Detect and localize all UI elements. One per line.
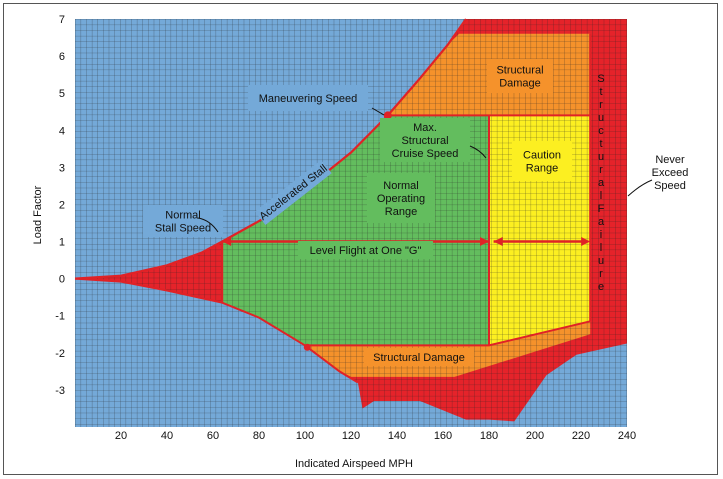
x-axis-title: Indicated Airspeed MPH (295, 458, 413, 470)
max-cruise-label-text: Structural (401, 135, 448, 147)
envelope-lines (74, 18, 592, 384)
stall-pointer (197, 217, 219, 233)
maneuvering-speed-label-text: Maneuvering Speed (259, 93, 357, 105)
max-cruise-label-text: Max. (413, 122, 437, 134)
max-cruise-label-box (380, 118, 470, 162)
structural-failure-letter: l (600, 190, 602, 202)
level-flight-label-text: Level Flight at One "G" (310, 245, 422, 257)
max-cruise-label-text: Cruise Speed (392, 148, 459, 160)
structural-failure-letter: S (597, 73, 604, 85)
structural-failure-letter: t (599, 86, 602, 98)
arrowhead-left (222, 237, 232, 247)
arrowhead-caution-left (493, 237, 503, 247)
x-tick-label: 20 (115, 430, 127, 442)
structural-failure-letter: u (598, 255, 604, 267)
structural-failure-letter: e (598, 281, 604, 293)
structural-failure-letter: a (598, 216, 605, 228)
negative-stall-curve (74, 277, 359, 384)
y-tick-label: 4 (59, 125, 65, 137)
x-tick-label: 60 (207, 430, 219, 442)
y-tick-label: -1 (55, 311, 65, 323)
never-exceed-pointer (627, 179, 653, 197)
structural-damage-bottom-label-box (364, 348, 474, 366)
never-exceed-label-text: Never (655, 154, 685, 166)
x-tick-label: 40 (161, 430, 173, 442)
y-tick-label: 5 (59, 88, 65, 100)
caution-label-box (512, 141, 572, 181)
structural-failure-letter: u (598, 112, 604, 124)
normal-operating-label-text: Range (385, 206, 417, 218)
structural-failure-letter: t (599, 138, 602, 150)
y-tick-label: 2 (59, 199, 65, 211)
y-tick-label: 3 (59, 162, 65, 174)
structural-failure-letter: F (598, 203, 605, 215)
y-tick-label: 1 (59, 237, 65, 249)
structural-failure-letter: r (599, 164, 603, 176)
structural-failure-letter: l (600, 242, 602, 254)
maneuvering-pointer (371, 107, 385, 116)
x-tick-label: 220 (572, 430, 590, 442)
normal-operating-label-box (367, 173, 435, 223)
maneuvering-speed-point (383, 111, 392, 120)
y-tick-label: 0 (59, 274, 65, 286)
negative-limit-line (305, 320, 591, 347)
never-exceed-label-text: Exceed (652, 167, 689, 179)
cruise-pointer (469, 145, 487, 159)
arrowhead-cruise (480, 237, 489, 247)
x-tick-label: 160 (434, 430, 452, 442)
normal-stall-label-text: Stall Speed (155, 223, 211, 235)
structural-failure-letter: r (599, 99, 603, 111)
structural-failure-letter: i (600, 229, 602, 241)
y-tick-label: -3 (55, 385, 65, 397)
accelerated-stall-box (254, 159, 332, 225)
structural-failure-letter: c (598, 125, 604, 137)
y-axis-title: Load Factor (32, 185, 44, 244)
structural-damage-top-label-box (487, 59, 553, 93)
x-tick-label: 200 (526, 430, 544, 442)
never-exceed-label-text: Speed (654, 180, 686, 192)
arrowhead-caution-right (581, 237, 591, 247)
structural-damage-top-label-text: Structural (496, 65, 543, 77)
normal-stall-label-text: Normal (165, 210, 200, 222)
y-tick-label: 7 (59, 14, 65, 26)
x-tick-label: 120 (342, 430, 360, 442)
caution-label-text: Caution (523, 150, 561, 162)
negative-limit-point (303, 343, 311, 351)
x-tick-label: 80 (253, 430, 265, 442)
maneuvering-speed-label-box (248, 85, 368, 111)
axis-ticks: 20 40 60 80 100 120 140 160 180 200 220 240 7 6 5 4 3 2 1 0… (55, 14, 636, 442)
normal-operating-label-text: Operating (377, 193, 425, 205)
x-tick-label: 240 (618, 430, 636, 442)
y-tick-label: 6 (59, 51, 65, 63)
caution-label-text: Range (526, 163, 558, 175)
structural-failure-letter: r (599, 268, 603, 280)
structural-damage-top-label-text: Damage (499, 78, 541, 90)
structural-damage-bottom-label-text: Structural Damage (373, 352, 465, 364)
normal-operating-label-text: Normal (383, 180, 418, 192)
structural-failure-letter: u (598, 151, 604, 163)
x-tick-label: 100 (296, 430, 314, 442)
x-tick-label: 140 (388, 430, 406, 442)
structural-failure-letter: a (598, 177, 605, 189)
y-tick-label: -2 (55, 348, 65, 360)
x-tick-label: 180 (480, 430, 498, 442)
normal-stall-label-box (143, 205, 223, 237)
level-flight-label-box (298, 241, 433, 259)
